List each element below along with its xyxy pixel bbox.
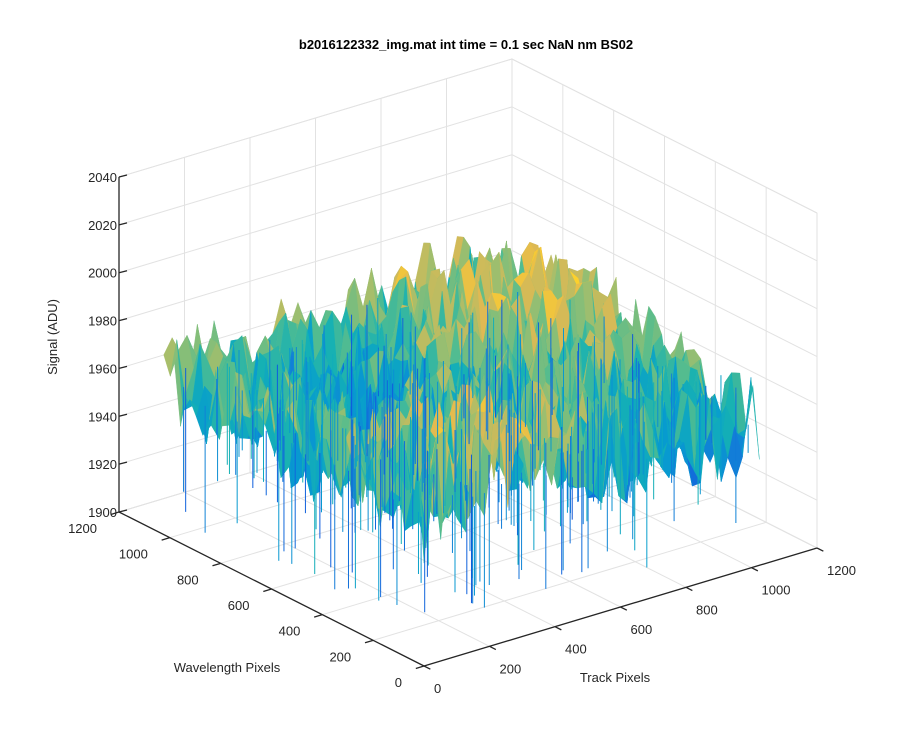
- grid-line-z: [118, 58, 818, 214]
- z-tick-label: 2040: [88, 170, 117, 185]
- z-tick-label: 1980: [88, 314, 117, 329]
- x-tick-mark: [685, 586, 693, 592]
- tick-labels: 0 200 400 600 800 1000 1200 0 200 400 600 800 1000 12…: [68, 170, 856, 696]
- x-tick-mark: [423, 665, 431, 670]
- grid-line-z: [118, 154, 818, 310]
- x-tick-mark: [489, 645, 497, 651]
- y-tick-label: 1000: [119, 547, 148, 562]
- y-tick-mark: [313, 614, 323, 618]
- y-tick-mark: [161, 537, 171, 541]
- x-tick-mark: [816, 547, 824, 552]
- grid-line-z: [118, 202, 818, 358]
- x-tick-mark: [554, 626, 562, 631]
- y-tick-label: 400: [279, 624, 301, 639]
- grid-line-z: [118, 106, 818, 262]
- axes: [110, 174, 824, 670]
- z-tick-mark: [118, 270, 128, 274]
- x-tick-label: 1200: [827, 563, 856, 578]
- z-tick-mark: [118, 222, 128, 226]
- x-tick-label: 1000: [762, 583, 791, 598]
- z-tick-mark: [118, 461, 128, 465]
- z-tick-mark: [118, 509, 128, 513]
- z-tick-mark: [118, 365, 128, 370]
- grid-line-y-floor: [373, 521, 767, 641]
- grid-line-z: [118, 249, 818, 405]
- z-tick-label: 2000: [88, 266, 117, 281]
- x-tick-label: 200: [500, 661, 522, 676]
- y-tick-mark: [110, 511, 120, 516]
- z-tick-mark: [118, 174, 128, 178]
- x-tick-label: 600: [631, 622, 653, 637]
- x-tick-mark: [620, 606, 628, 611]
- z-tick-label: 1940: [88, 409, 117, 424]
- y-tick-mark: [364, 639, 374, 644]
- x-tick-mark: [751, 567, 759, 572]
- y-tick-mark: [415, 665, 425, 670]
- y-tick-label: 0: [395, 675, 402, 690]
- y-tick-label: 200: [329, 649, 351, 664]
- chart-title: b2016122332_img.mat int time = 0.1 sec N…: [299, 37, 633, 52]
- z-tick-mark: [118, 317, 128, 322]
- z-tick-label: 1960: [88, 361, 117, 376]
- y-tick-mark: [212, 562, 221, 567]
- y-axis-title: Wavelength Pixels: [174, 660, 281, 675]
- z-tick-mark: [118, 413, 128, 417]
- x-axis-title: Track Pixels: [580, 670, 651, 685]
- y-tick-label: 600: [228, 598, 250, 613]
- z-tick-label: 2020: [88, 218, 117, 233]
- y-tick-label: 1200: [68, 521, 97, 536]
- z-axis-title: Signal (ADU): [45, 299, 60, 375]
- y-tick-label: 800: [177, 572, 199, 587]
- z-tick-label: 1920: [88, 457, 117, 472]
- z-tick-label: 1900: [88, 505, 117, 520]
- x-tick-label: 0: [434, 681, 441, 696]
- y-tick-mark: [263, 588, 272, 593]
- x-tick-label: 800: [696, 602, 718, 617]
- data-surface: [163, 236, 760, 613]
- x-tick-label: 400: [565, 642, 587, 657]
